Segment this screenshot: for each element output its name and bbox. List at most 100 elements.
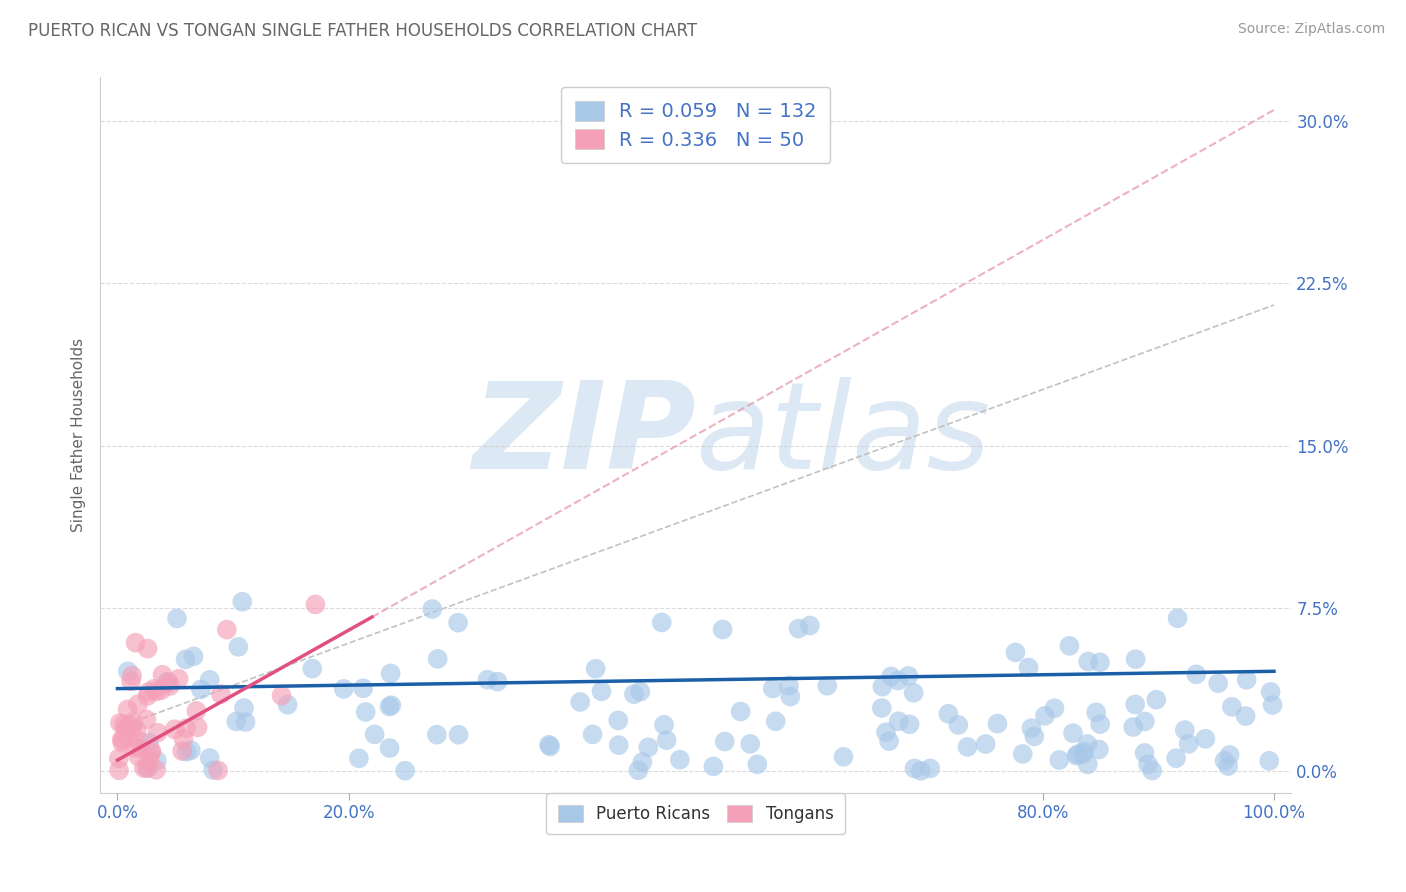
Point [956, 739, 979, 754]
Point [183, 649, 205, 664]
Point [186, 704, 208, 718]
Point [832, 749, 855, 764]
Point [156, 674, 179, 689]
Point [627, 764, 650, 778]
Point [1219, 747, 1241, 762]
Point [1018, 660, 1040, 674]
Point [920, 761, 942, 775]
Point [163, 723, 186, 737]
Point [1073, 744, 1095, 758]
Point [1261, 698, 1284, 712]
Point [669, 753, 692, 767]
Point [1177, 737, 1199, 751]
Point [1167, 611, 1189, 625]
Point [1077, 655, 1099, 669]
Point [779, 690, 801, 704]
Point [157, 675, 180, 690]
Point [138, 736, 160, 750]
Point [136, 689, 159, 703]
Point [447, 615, 470, 630]
Y-axis label: Single Father Households: Single Father Households [72, 338, 86, 533]
Point [1236, 673, 1258, 687]
Point [651, 615, 673, 630]
Point [872, 680, 894, 694]
Point [765, 714, 787, 729]
Point [870, 701, 893, 715]
Point [202, 763, 225, 777]
Point [122, 714, 145, 729]
Point [125, 723, 148, 738]
Point [143, 681, 166, 696]
Point [380, 666, 402, 681]
Point [569, 695, 592, 709]
Point [537, 738, 560, 752]
Point [880, 669, 903, 683]
Point [145, 763, 167, 777]
Point [129, 741, 152, 756]
Point [1071, 747, 1094, 761]
Point [215, 623, 238, 637]
Point [1123, 698, 1146, 712]
Point [655, 733, 678, 747]
Point [150, 683, 173, 698]
Point [1218, 759, 1240, 773]
Point [176, 745, 198, 759]
Point [378, 741, 401, 756]
Point [887, 673, 910, 688]
Point [127, 749, 149, 764]
Point [740, 737, 762, 751]
Point [209, 687, 232, 701]
Legend: Puerto Ricans, Tongans: Puerto Ricans, Tongans [547, 793, 845, 834]
Point [172, 744, 194, 758]
Point [1213, 754, 1236, 768]
Point [354, 705, 377, 719]
Point [607, 714, 630, 728]
Point [591, 684, 613, 698]
Point [129, 734, 152, 748]
Point [1033, 708, 1056, 723]
Point [910, 764, 932, 778]
Point [581, 727, 603, 741]
Point [226, 640, 249, 654]
Point [124, 740, 146, 755]
Point [815, 679, 838, 693]
Point [378, 699, 401, 714]
Point [121, 723, 143, 737]
Point [277, 698, 299, 712]
Text: atlas: atlas [696, 376, 991, 493]
Point [136, 761, 159, 775]
Point [231, 595, 253, 609]
Point [1076, 737, 1098, 751]
Point [117, 702, 139, 716]
Point [174, 652, 197, 666]
Point [1133, 746, 1156, 760]
Point [118, 718, 141, 732]
Point [1260, 685, 1282, 699]
Point [117, 665, 139, 679]
Point [301, 662, 323, 676]
Point [477, 673, 499, 687]
Point [1004, 645, 1026, 659]
Point [332, 681, 354, 696]
Point [1085, 706, 1108, 720]
Point [198, 751, 221, 765]
Point [887, 714, 910, 729]
Point [974, 737, 997, 751]
Point [637, 740, 659, 755]
Point [631, 755, 654, 769]
Point [702, 759, 724, 773]
Point [1067, 747, 1090, 762]
Point [111, 736, 134, 750]
Point [486, 674, 509, 689]
Point [903, 761, 925, 775]
Point [198, 673, 221, 687]
Point [180, 743, 202, 757]
Point [652, 718, 675, 732]
Point [138, 754, 160, 768]
Point [420, 602, 443, 616]
Point [903, 686, 925, 700]
Point [1206, 676, 1229, 690]
Point [1088, 717, 1111, 731]
Point [1137, 757, 1160, 772]
Point [1021, 721, 1043, 735]
